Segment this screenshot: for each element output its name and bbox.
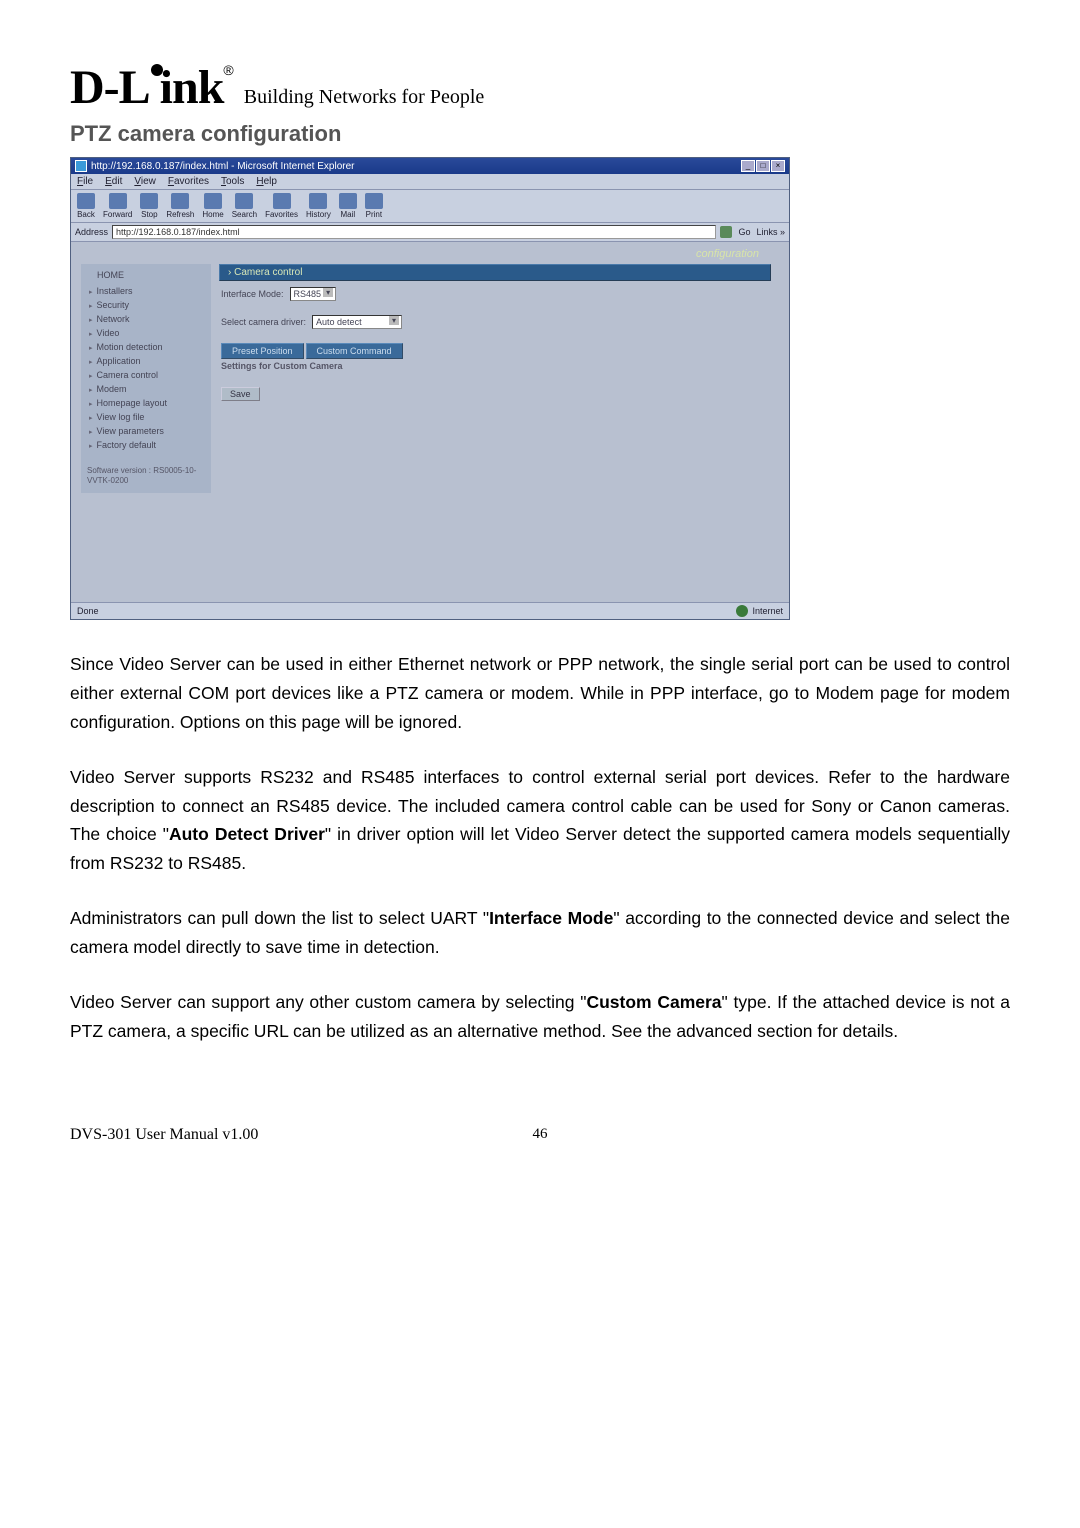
paragraph-3: Administrators can pull down the list to… (70, 904, 1010, 962)
configuration-heading: configuration (71, 242, 789, 264)
sidebar-item-homepage[interactable]: Homepage layout (87, 396, 205, 410)
addressbar: Address http://192.168.0.187/index.html … (71, 223, 789, 242)
titlebar: http://192.168.0.187/index.html - Micros… (71, 158, 789, 174)
save-button[interactable]: Save (221, 387, 260, 401)
logo: D-Link® (70, 60, 234, 115)
menu-help[interactable]: Help (256, 176, 277, 187)
page-number: 46 (330, 1126, 750, 1144)
history-button[interactable]: History (306, 193, 331, 219)
print-icon (365, 193, 383, 209)
search-button[interactable]: Search (232, 193, 257, 219)
stop-button[interactable]: Stop (140, 193, 158, 219)
search-icon (235, 193, 253, 209)
address-input[interactable]: http://192.168.0.187/index.html (112, 225, 716, 239)
sidebar-item-security[interactable]: Security (87, 298, 205, 312)
print-button[interactable]: Print (365, 193, 383, 219)
status-left: Done (77, 606, 99, 616)
paragraph-1: Since Video Server can be used in either… (70, 650, 1010, 737)
mail-icon (339, 193, 357, 209)
sidebar-item-logfile[interactable]: View log file (87, 410, 205, 424)
stop-icon (140, 193, 158, 209)
maximize-button[interactable]: □ (756, 160, 770, 172)
forward-icon (109, 193, 127, 209)
status-right: Internet (752, 606, 783, 616)
driver-label: Select camera driver: (221, 317, 306, 327)
menu-view[interactable]: View (134, 176, 156, 187)
forward-button[interactable]: Forward (103, 193, 132, 219)
toolbar: Back Forward Stop Refresh Home Search Fa… (71, 190, 789, 223)
sidebar-item-parameters[interactable]: View parameters (87, 424, 205, 438)
preset-position-button[interactable]: Preset Position (221, 343, 304, 359)
internet-icon (736, 605, 748, 617)
go-label[interactable]: Go (738, 227, 750, 237)
ie-icon (75, 160, 87, 172)
sidebar-item-video[interactable]: Video (87, 326, 205, 340)
back-button[interactable]: Back (77, 193, 95, 219)
sidebar-item-factory[interactable]: Factory default (87, 438, 205, 452)
sidebar-item-network[interactable]: Network (87, 312, 205, 326)
menu-tools[interactable]: Tools (221, 176, 244, 187)
minimize-button[interactable]: _ (741, 160, 755, 172)
sidebar-item-installers[interactable]: Installers (87, 284, 205, 298)
refresh-icon (171, 193, 189, 209)
window-title: http://192.168.0.187/index.html - Micros… (91, 161, 354, 172)
browser-window: http://192.168.0.187/index.html - Micros… (70, 157, 790, 620)
history-icon (309, 193, 327, 209)
address-label: Address (75, 227, 108, 237)
version-text: Software version : RS0005-10-VVTK-0200 (87, 466, 205, 487)
footer: DVS-301 User Manual v1.00 46 (70, 1126, 1010, 1144)
paragraph-4: Video Server can support any other custo… (70, 988, 1010, 1046)
tagline: Building Networks for People (244, 86, 485, 115)
custom-camera-heading: Settings for Custom Camera (221, 361, 769, 371)
paragraph-2: Video Server supports RS232 and RS485 in… (70, 763, 1010, 879)
home-button[interactable]: Home (202, 193, 223, 219)
home-icon (204, 193, 222, 209)
close-button[interactable]: × (771, 160, 785, 172)
sidebar: HOME Installers Security Network Video M… (81, 264, 211, 493)
links-label[interactable]: Links » (756, 227, 785, 237)
menu-edit[interactable]: Edit (105, 176, 122, 187)
refresh-button[interactable]: Refresh (166, 193, 194, 219)
custom-command-button[interactable]: Custom Command (306, 343, 403, 359)
back-icon (77, 193, 95, 209)
interface-select[interactable]: RS485 (290, 287, 337, 301)
section-title: PTZ camera configuration (70, 121, 1010, 147)
menubar: File Edit View Favorites Tools Help (71, 174, 789, 190)
sidebar-item-camera[interactable]: Camera control (87, 368, 205, 382)
menu-favorites[interactable]: Favorites (168, 176, 209, 187)
sidebar-item-motion[interactable]: Motion detection (87, 340, 205, 354)
page-content: configuration HOME Installers Security N… (71, 242, 789, 602)
statusbar: Done Internet (71, 602, 789, 619)
panel-title: › Camera control (219, 264, 771, 281)
sidebar-home[interactable]: HOME (87, 270, 205, 280)
go-icon[interactable] (720, 226, 732, 238)
sidebar-item-application[interactable]: Application (87, 354, 205, 368)
config-panel: › Camera control Interface Mode: RS485 S… (211, 264, 779, 493)
interface-label: Interface Mode: (221, 289, 284, 299)
menu-file[interactable]: File (77, 176, 93, 187)
footer-left: DVS-301 User Manual v1.00 (70, 1126, 330, 1144)
favorites-icon (273, 193, 291, 209)
sidebar-item-modem[interactable]: Modem (87, 382, 205, 396)
mail-button[interactable]: Mail (339, 193, 357, 219)
favorites-button[interactable]: Favorites (265, 193, 298, 219)
driver-select[interactable]: Auto detect (312, 315, 402, 329)
